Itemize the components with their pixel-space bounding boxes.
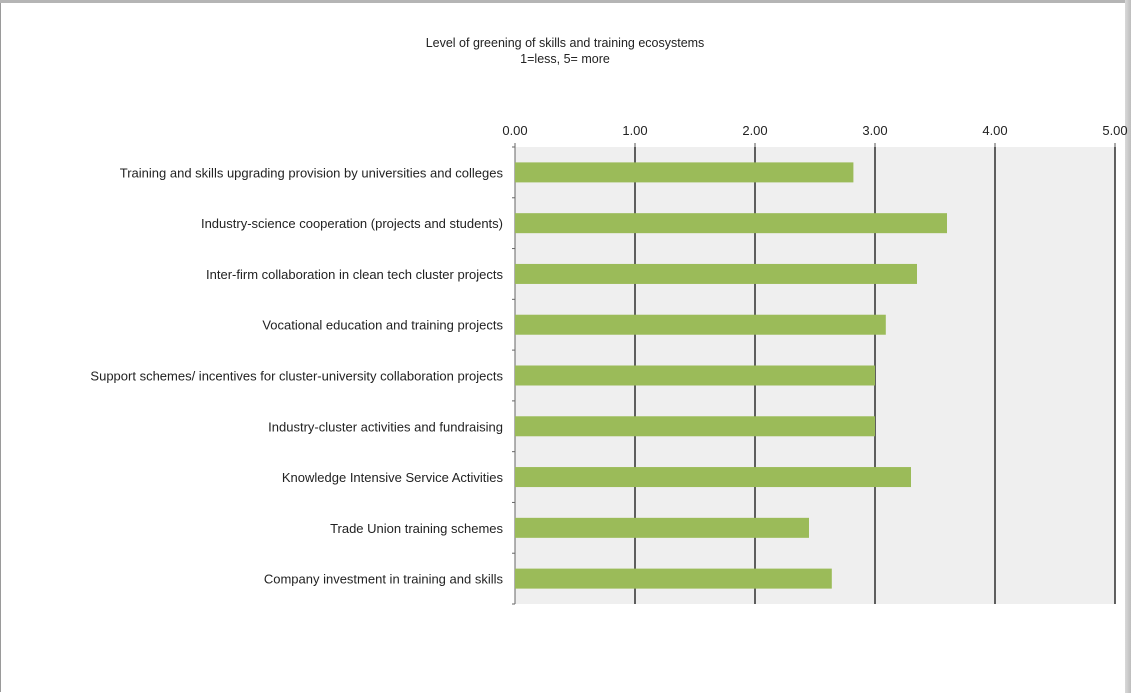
category-label: Knowledge Intensive Service Activities	[282, 470, 504, 485]
bar	[515, 365, 875, 386]
bar	[515, 416, 875, 437]
x-tick-label: 5.00	[1102, 123, 1127, 138]
x-tick-label: 2.00	[742, 123, 767, 138]
bar	[515, 568, 832, 589]
category-label: Industry-science cooperation (projects a…	[201, 216, 503, 231]
category-label: Inter-firm collaboration in clean tech c…	[206, 267, 503, 282]
chart-title: Level of greening of skills and training…	[426, 36, 705, 50]
bar	[515, 213, 947, 234]
bar	[515, 517, 809, 538]
category-label: Industry-cluster activities and fundrais…	[268, 419, 503, 434]
chart-subtitle: 1=less, 5= more	[520, 52, 610, 66]
bar	[515, 162, 854, 183]
frame-right-edge	[1125, 0, 1131, 693]
x-tick-label: 0.00	[502, 123, 527, 138]
bar	[515, 314, 886, 335]
category-label: Company investment in training and skill…	[264, 572, 504, 587]
x-tick-label: 4.00	[982, 123, 1007, 138]
category-label: Trade Union training schemes	[330, 521, 503, 536]
x-tick-label: 1.00	[622, 123, 647, 138]
category-label: Support schemes/ incentives for cluster-…	[90, 369, 503, 384]
plot-area: 0.00 1.00 2.00 3.00 4.00 5.00 Training and ski…	[90, 123, 1128, 605]
frame-top-edge	[0, 0, 1131, 3]
bar	[515, 467, 911, 488]
category-label: Training and skills upgrading provision …	[120, 165, 504, 180]
bar	[515, 263, 917, 284]
x-tick-label: 3.00	[862, 123, 887, 138]
category-label: Vocational education and training projec…	[262, 318, 503, 333]
